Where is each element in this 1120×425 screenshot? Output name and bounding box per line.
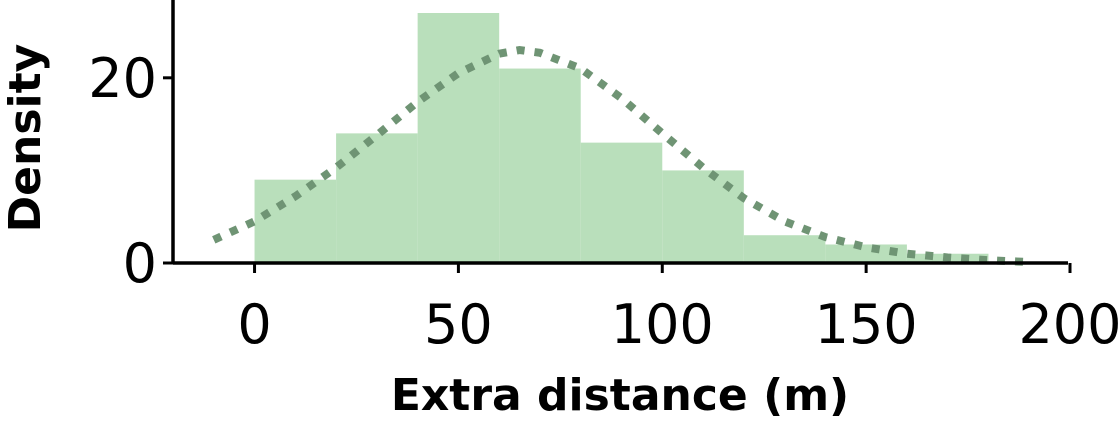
bars-layer — [254, 13, 989, 263]
x-tick-label: 50 — [424, 293, 493, 356]
histogram-bar — [499, 68, 581, 263]
x-tick-label: 100 — [611, 293, 714, 356]
histogram-bar — [336, 133, 418, 263]
histogram-bar — [417, 13, 500, 263]
x-tick-label: 150 — [815, 293, 918, 356]
y-tick-label: 0 — [123, 232, 157, 295]
density-curve — [212, 45, 1030, 267]
axes-layer: 0 50 100 150 200 0 20 — [88, 0, 1120, 356]
histogram-bar — [743, 235, 826, 263]
y-tick-label: 20 — [88, 47, 157, 110]
x-tick-label: 0 — [237, 293, 271, 356]
curve-layer — [212, 45, 1030, 267]
x-axis-label: Extra distance (m) — [391, 370, 849, 420]
histogram-bar — [825, 244, 907, 263]
x-tick-label: 200 — [1018, 293, 1120, 356]
y-axis-label: Density — [0, 44, 51, 233]
histogram-bar — [580, 142, 663, 263]
